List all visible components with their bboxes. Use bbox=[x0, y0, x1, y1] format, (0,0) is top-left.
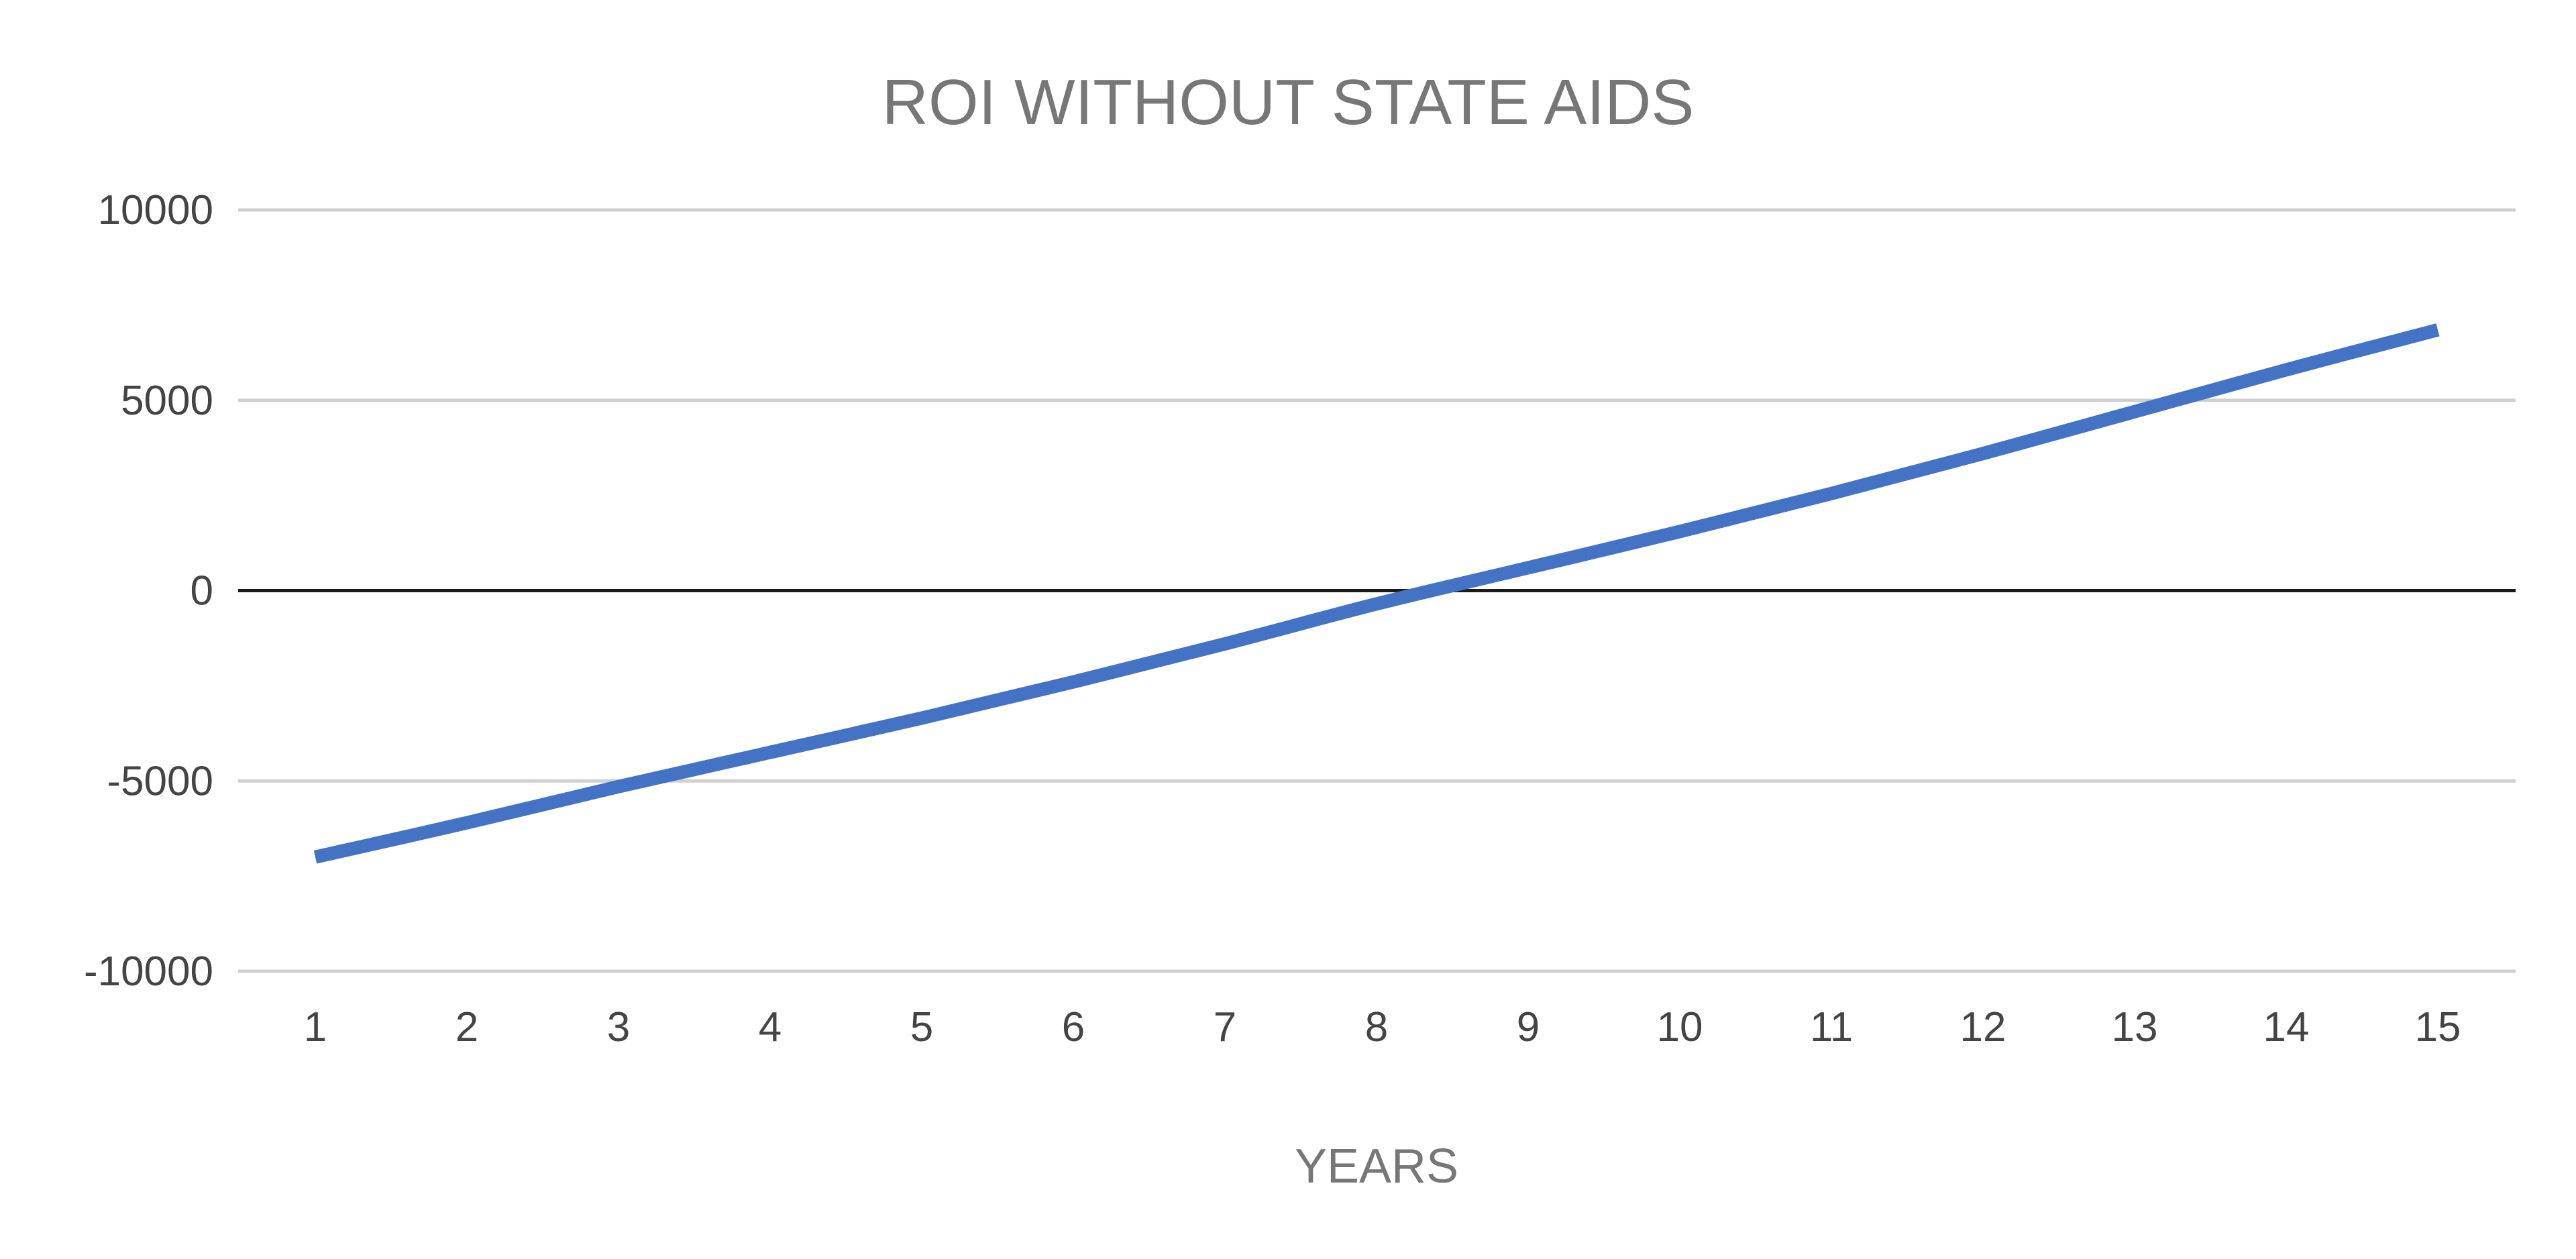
series-line-roi bbox=[313, 323, 2440, 864]
x-tick-label: 8 bbox=[1365, 1004, 1388, 1050]
x-tick-label: 13 bbox=[2112, 1004, 2158, 1050]
y-tick-label: -5000 bbox=[107, 758, 213, 804]
x-axis-title: YEARS bbox=[1295, 1140, 1458, 1193]
x-tick-label: 11 bbox=[1810, 1004, 1853, 1050]
y-tick-label: -10000 bbox=[84, 948, 213, 995]
y-axis-tick-labels: 10000 5000 0 -5000 -10000 bbox=[84, 187, 213, 995]
gridlines bbox=[238, 208, 2516, 973]
x-tick-label: 4 bbox=[759, 1004, 782, 1050]
x-tick-label: 7 bbox=[1214, 1004, 1236, 1050]
x-tick-label: 1 bbox=[304, 1004, 327, 1050]
y-tick-label: 0 bbox=[191, 568, 213, 614]
x-tick-label: 2 bbox=[455, 1004, 478, 1050]
x-tick-label: 12 bbox=[1960, 1004, 2006, 1050]
x-tick-label: 5 bbox=[910, 1004, 933, 1050]
series-layer bbox=[313, 323, 2440, 864]
y-tick-label: 10000 bbox=[98, 187, 213, 233]
x-tick-label: 9 bbox=[1517, 1004, 1540, 1050]
x-tick-label: 15 bbox=[2415, 1004, 2461, 1050]
x-tick-label: 3 bbox=[607, 1004, 630, 1050]
chart-title: ROI WITHOUT STATE AIDS bbox=[882, 66, 1695, 138]
x-axis-tick-labels: 1 2 3 4 5 6 7 8 9 10 11 12 13 14 15 bbox=[304, 1004, 2461, 1050]
x-tick-label: 10 bbox=[1657, 1004, 1703, 1050]
x-tick-label: 6 bbox=[1062, 1004, 1085, 1050]
x-tick-label: 14 bbox=[2263, 1004, 2310, 1050]
y-tick-label: 5000 bbox=[121, 378, 213, 424]
